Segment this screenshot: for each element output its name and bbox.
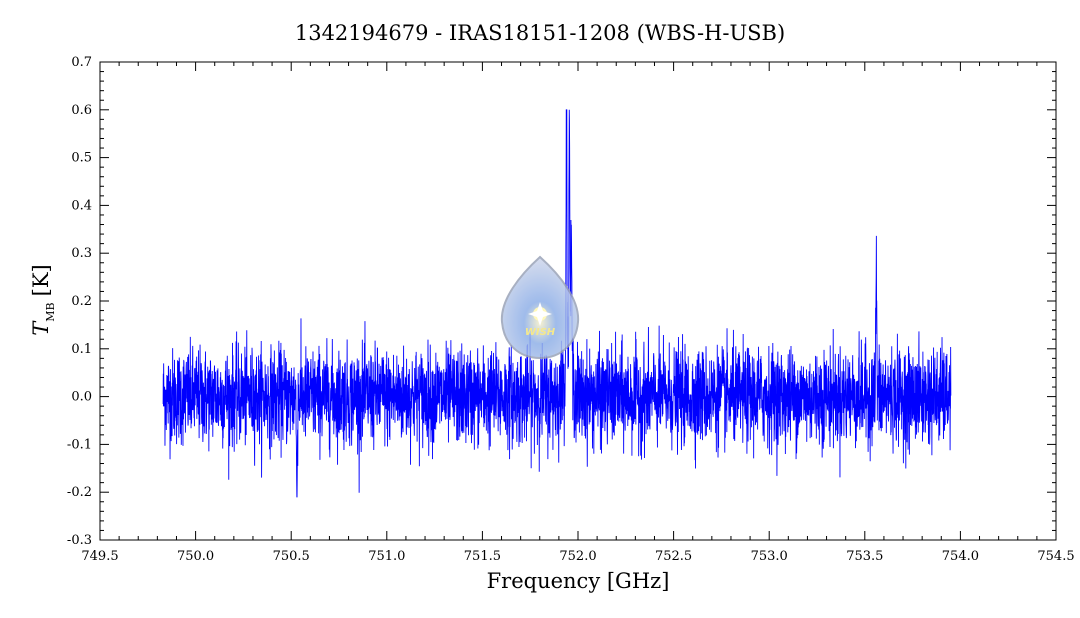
y-tick-label: -0.1 (67, 437, 92, 452)
y-axis-label-unit: [K] (29, 264, 53, 296)
y-tick-label: 0.6 (71, 103, 92, 118)
y-axis-label: TMB [K] (29, 264, 57, 335)
plot-frame (99, 61, 1057, 541)
spectrum-line (162, 109, 952, 498)
y-axis-label-symbol: T (29, 320, 53, 336)
y-tick-label: -0.3 (67, 533, 92, 548)
x-axis-label: Frequency [GHz] (487, 569, 670, 593)
y-tick-label: -0.2 (67, 485, 92, 500)
y-tick-label: 0.0 (71, 390, 92, 405)
y-axis-label-subscript: MB (44, 302, 57, 321)
spectrum-series (162, 109, 952, 498)
y-tick-labels: -0.3 -0.2 -0.1 0.0 0.1 0.2 0.3 0.4 0.5 0.6 0.7 (67, 55, 92, 548)
x-tick-label: 753.0 (751, 549, 788, 564)
x-tick-label: 752.5 (655, 549, 692, 564)
x-tick-label: 754.5 (1037, 549, 1074, 564)
x-tick-label: 753.5 (846, 549, 883, 564)
svg-text:TMB[K]: TMB [K] (29, 264, 57, 335)
x-tick-labels: 749.5 750.0 750.5 751.0 751.5 752.0 752.5 753.0… (81, 549, 1074, 564)
axis-ticks (99, 61, 1057, 541)
y-tick-label: 0.5 (71, 151, 92, 166)
x-tick-label: 754.0 (942, 549, 979, 564)
x-tick-label: 750.0 (177, 549, 214, 564)
x-tick-label: 750.5 (273, 549, 310, 564)
x-tick-label: 751.5 (464, 549, 501, 564)
x-tick-label: 752.0 (559, 549, 596, 564)
chart-title: 1342194679 - IRAS18151-1208 (WBS-H-USB) (295, 21, 785, 45)
y-tick-label: 0.2 (71, 294, 92, 309)
y-tick-label: 0.3 (71, 246, 92, 261)
y-tick-label: 0.4 (71, 198, 92, 213)
y-tick-label: 0.7 (71, 55, 92, 70)
x-tick-label: 751.0 (368, 549, 405, 564)
y-tick-label: 0.1 (71, 342, 92, 357)
x-tick-label: 749.5 (81, 549, 118, 564)
wish-logo-text: WISH (525, 327, 556, 338)
wish-logo: WISH (500, 255, 580, 360)
